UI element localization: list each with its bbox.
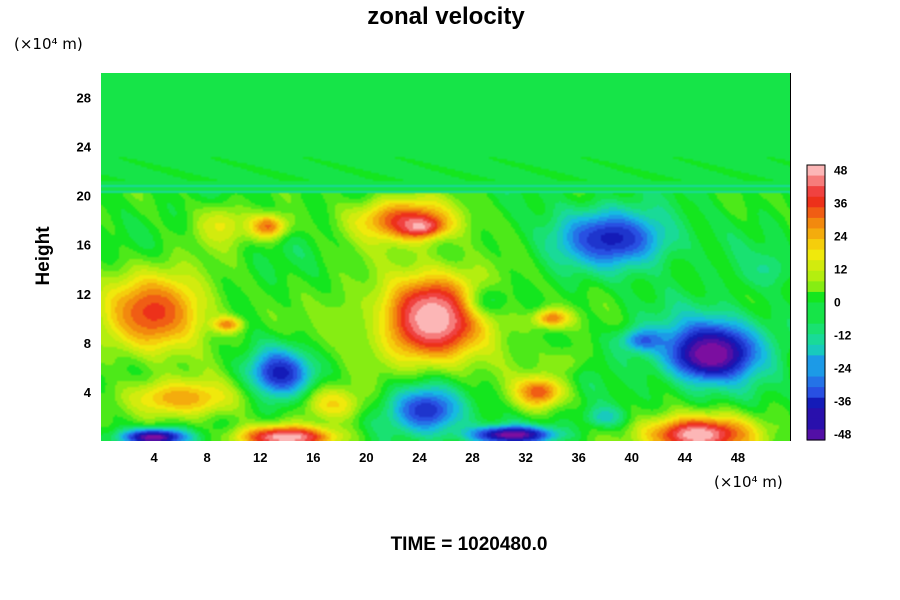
x-axis-ticks: 4 8 12 16 20 24 28 32 36 40 44 48 (150, 450, 745, 465)
colorbar-band (807, 408, 825, 420)
x-tick-label: 8 (204, 450, 211, 465)
colorbar-band (807, 323, 825, 335)
heatmap-field (101, 73, 791, 441)
colorbar-band (807, 175, 825, 187)
colorbar-tick-label: 36 (834, 197, 848, 211)
x-tick-label: 24 (412, 450, 427, 465)
colorbar-tick-label: 0 (834, 296, 841, 310)
colorbar-band (807, 196, 825, 208)
colorbar-band (807, 228, 825, 240)
x-tick-label: 40 (625, 450, 639, 465)
y-axis-label: Height (33, 226, 54, 286)
colorbar-band (807, 270, 825, 282)
time-label: TIME = 1020480.0 (391, 534, 548, 555)
x-tick-label: 4 (150, 450, 158, 465)
colorbar-frame (806, 164, 826, 441)
colorbar-tick-label: -24 (834, 362, 852, 376)
colorbar-tick-label: -48 (834, 428, 852, 442)
x-tick-label: 44 (678, 450, 693, 465)
x-unit-label: (×10⁴ m) (714, 473, 783, 491)
y-tick-label: 20 (77, 189, 91, 204)
colorbar-band (807, 165, 825, 177)
colorbar-band (807, 217, 825, 230)
plot-area (101, 73, 791, 441)
colorbar-band (807, 376, 825, 388)
x-tick-label: 20 (359, 450, 373, 465)
colorbar-tick-label: -12 (834, 329, 852, 343)
colorbar-band (807, 281, 825, 293)
colorbar-band (807, 344, 825, 356)
colorbar-tick-label: 24 (834, 230, 848, 244)
x-tick-label: 36 (571, 450, 585, 465)
colorbar-band (807, 355, 825, 367)
colorbar-tick-label: 48 (834, 164, 848, 178)
colorbar: 48 36 24 12 0 -12 -24 -36 -48 (806, 164, 852, 442)
colorbar-band (807, 387, 825, 399)
colorbar-band (807, 429, 825, 441)
x-tick-label: 16 (306, 450, 320, 465)
x-tick-label: 12 (253, 450, 267, 465)
colorbar-band (807, 302, 825, 314)
colorbar-band (807, 239, 825, 251)
colorbar-band (807, 249, 825, 261)
y-tick-label: 4 (84, 385, 92, 400)
y-tick-label: 24 (77, 140, 92, 155)
colorbar-band (807, 365, 825, 378)
y-unit-label: (×10⁴ m) (14, 35, 83, 53)
y-tick-label: 8 (84, 336, 91, 351)
colorbar-band (807, 313, 825, 325)
colorbar-band (807, 291, 825, 304)
colorbar-band (807, 260, 825, 272)
colorbar-band (807, 186, 825, 198)
x-tick-label: 28 (465, 450, 479, 465)
y-tick-label: 12 (77, 287, 91, 302)
y-tick-label: 28 (77, 91, 91, 106)
colorbar-tick-label: -36 (834, 395, 852, 409)
colorbar-band (807, 397, 825, 409)
colorbar-tick-label: 12 (834, 263, 848, 277)
x-tick-label: 32 (518, 450, 532, 465)
colorbar-band (807, 418, 825, 431)
chart-title: zonal velocity (367, 3, 525, 30)
colorbar-band (807, 334, 825, 346)
y-axis-ticks: 4 8 12 16 20 24 28 (77, 91, 92, 400)
x-tick-label: 48 (731, 450, 745, 465)
colorbar-band (807, 207, 825, 219)
y-tick-label: 16 (77, 238, 91, 253)
